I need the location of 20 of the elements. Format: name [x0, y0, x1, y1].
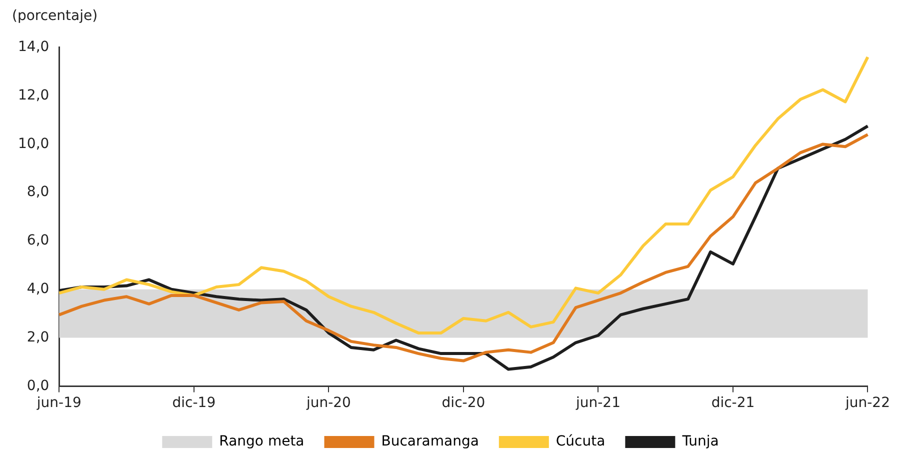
legend-label: Tunja [681, 434, 719, 450]
legend-label: Cúcuta [556, 434, 606, 450]
x-tick-label: dic-19 [172, 395, 216, 412]
x-tick-label: jun-20 [305, 395, 351, 412]
y-tick-label: 0,0 [26, 378, 50, 394]
y-tick-label: 12,0 [18, 87, 50, 104]
y-tick-label: 2,0 [26, 329, 50, 346]
y-tick-label: 14,0 [18, 39, 50, 56]
legend-label: Bucaramanga [381, 434, 479, 450]
x-tick-label: dic-21 [711, 395, 755, 412]
x-tick-label: jun-21 [574, 395, 620, 412]
y-tick-label: 8,0 [26, 184, 50, 200]
y-tick-label: 10,0 [18, 136, 50, 152]
y-axis-title: (porcentaje) [12, 8, 98, 24]
x-tick-label: jun-19 [36, 395, 82, 412]
x-tick-label: jun-22 [844, 395, 890, 412]
y-tick-label: 4,0 [26, 281, 50, 298]
legend-label: Rango meta [219, 434, 304, 450]
y-tick-label: 6,0 [26, 232, 50, 249]
x-tick-label: dic-20 [442, 395, 486, 412]
